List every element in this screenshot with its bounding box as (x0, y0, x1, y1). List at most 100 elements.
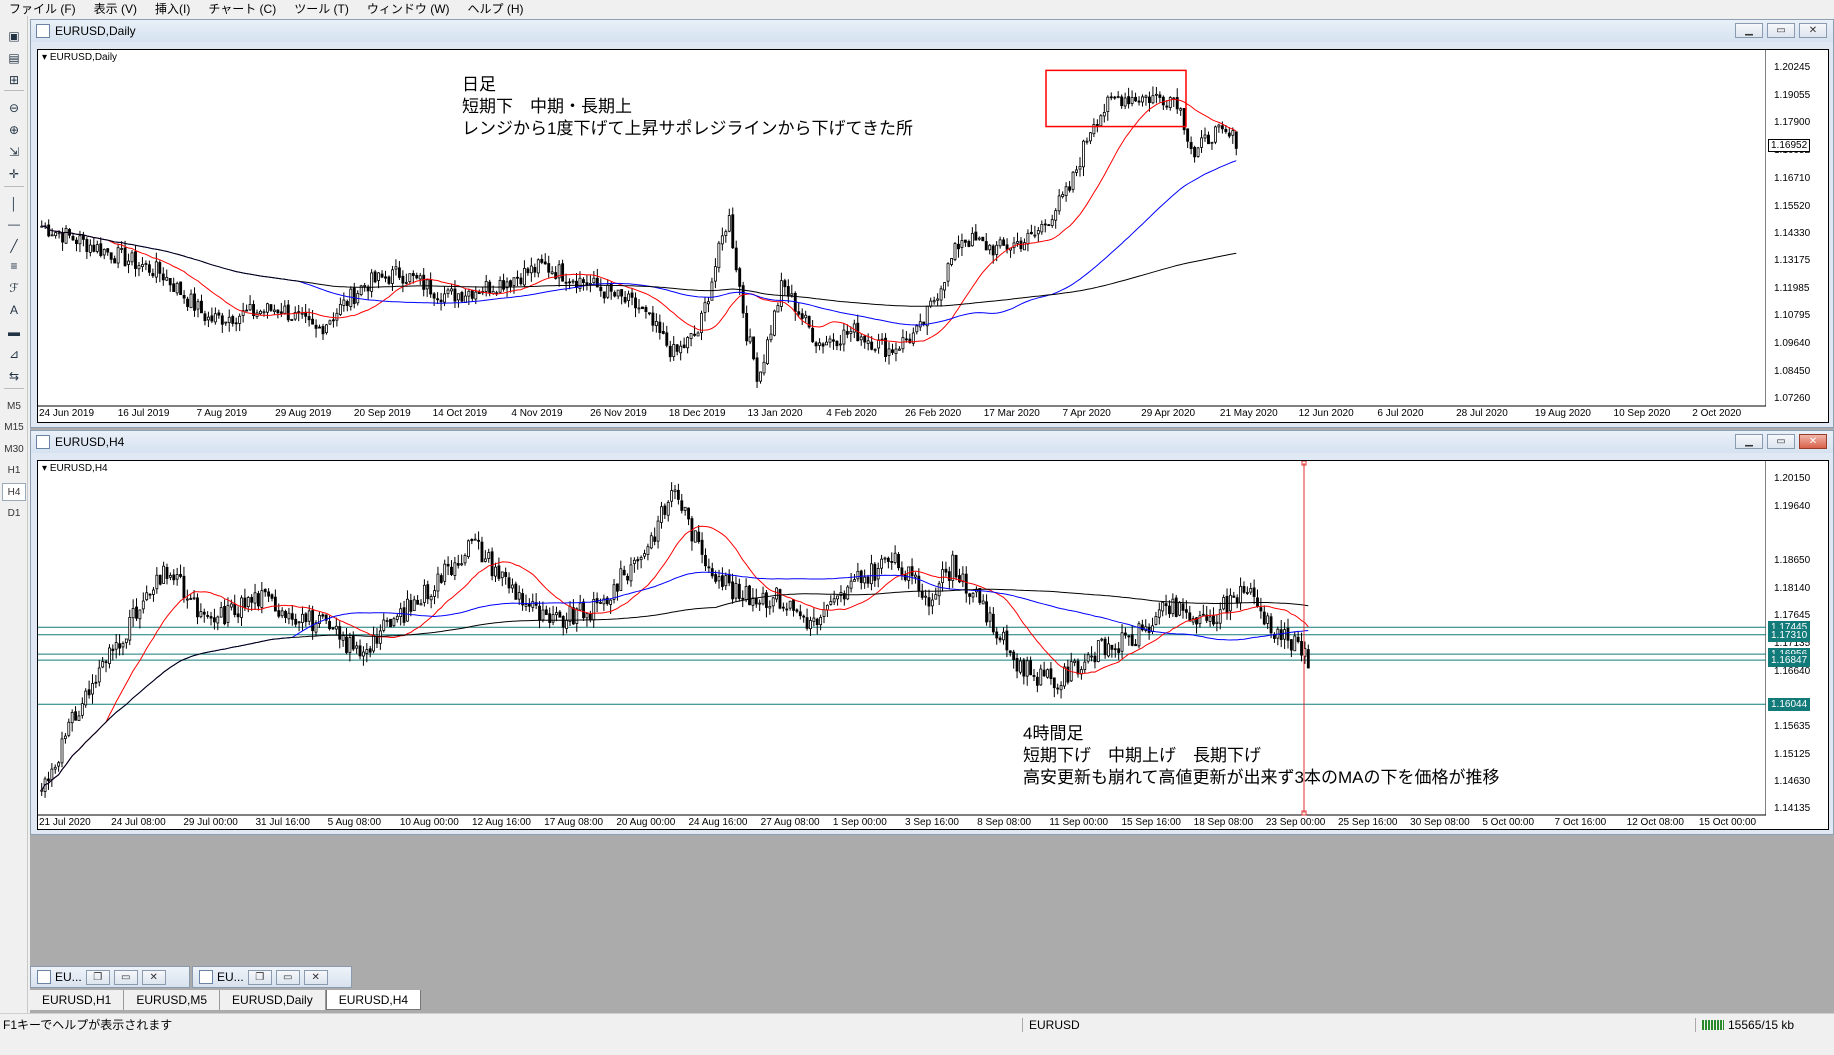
trendline-icon[interactable]: ╱ (10, 239, 18, 253)
candlestick (963, 239, 967, 247)
close-button[interactable]: ✕ (303, 969, 328, 985)
ma-short-line (41, 98, 1237, 343)
h4-price-axis[interactable]: 1.20150 1.19640 1.18650 1.18140 1.17645 1.171… (1766, 461, 1826, 829)
candlestick (338, 297, 342, 316)
candlestick (137, 262, 141, 277)
candlestick (793, 291, 797, 321)
maximize-button[interactable]: ▭ (275, 969, 300, 985)
candlestick (279, 302, 283, 318)
dropdown-triangle-icon: ▾ (42, 463, 50, 474)
h4-time-axis[interactable]: 21 Jul 2020 24 Jul 08:00 29 Jul 00:00 31 Ju… (38, 815, 1828, 829)
menu-item[interactable]: ヘルプ (H) (467, 1, 524, 16)
data-window-icon[interactable]: ▤ (8, 51, 20, 65)
zoom-in-icon[interactable]: ⊕ (8, 123, 20, 137)
candlestick (602, 594, 606, 612)
chart-tab[interactable]: EURUSD,Daily (220, 990, 326, 1010)
menu-item[interactable]: 挿入(I) (155, 1, 191, 16)
maximize-button[interactable]: ▭ (1767, 434, 1795, 449)
candlestick (533, 263, 537, 278)
menu-item[interactable]: 表示 (V) (93, 1, 138, 16)
text-icon[interactable]: A (9, 303, 18, 317)
candlestick (641, 306, 644, 310)
candlestick (550, 266, 554, 275)
crosshair-icon[interactable]: ✛ (8, 167, 20, 181)
menu-item[interactable]: ウィンドウ (W) (366, 1, 450, 16)
h4-window-titlebar[interactable]: EURUSD,H4 (31, 431, 1833, 453)
candlestick (974, 224, 978, 241)
candlestick (304, 612, 308, 627)
close-button[interactable]: ✕ (1799, 23, 1827, 38)
time-tick-label: 27 Aug 08:00 (760, 817, 820, 828)
minimize-button[interactable]: ▁ (1735, 434, 1763, 449)
horizontal-line-icon[interactable]: — (8, 217, 20, 231)
channel-icon[interactable]: ≡ (10, 259, 18, 273)
fibonacci-icon[interactable]: ℱ (9, 281, 19, 295)
timeframe-d1-button[interactable]: D1 (7, 508, 21, 519)
arrows-icon[interactable]: ⇆ (8, 369, 20, 383)
candlestick (172, 277, 176, 292)
menu-item[interactable]: ツール (T) (294, 1, 349, 16)
time-tick-label: 8 Sep 08:00 (977, 817, 1032, 828)
candlestick (536, 258, 540, 278)
h4-chart-area[interactable]: ▾ EURUSD,H4 4時間足 短期下げ 中期上げ 長期下げ 高安更新も崩れて… (37, 460, 1829, 830)
candlestick (248, 295, 252, 311)
timeframe-h1-button[interactable]: H1 (7, 465, 21, 476)
candlestick (260, 582, 264, 614)
candlestick (238, 313, 242, 332)
timeframe-m15-button[interactable]: M15 (4, 422, 24, 433)
candlestick (234, 317, 238, 332)
rectangle-icon[interactable]: ▬ (8, 325, 20, 339)
candlestick (703, 297, 707, 322)
candlestick (1174, 594, 1178, 618)
menu-item[interactable]: ファイル (F) (9, 1, 76, 16)
minimized-window-title: EU... (55, 970, 82, 984)
timeframe-h4-button[interactable]: H4 (2, 483, 26, 501)
candlestick (102, 248, 106, 260)
maximize-button[interactable]: ▭ (113, 969, 138, 985)
price-tick-label: 1.16640 (1774, 665, 1811, 677)
chart-tab[interactable]: EURUSD,H4 (325, 990, 422, 1010)
minimized-window[interactable]: EU... ❐ ▭ ✕ (192, 966, 352, 988)
candlestick (998, 635, 1002, 643)
daily-chart-window[interactable]: EURUSD,Daily ▁ ▭ ✕ ▾ EURUSD,Daily 日足 短期下… (30, 19, 1834, 428)
candlestick (836, 595, 839, 606)
candlestick (487, 548, 491, 563)
toolbar-separator (4, 186, 24, 187)
daily-time-axis[interactable]: 24 Jun 2019 16 Jul 2019 7 Aug 2019 29 Aug 2… (38, 406, 1828, 422)
autoscroll-icon[interactable]: ⇲ (8, 145, 20, 159)
candlestick (512, 277, 516, 294)
candlestick (411, 270, 415, 284)
timeframe-m5-button[interactable]: M5 (7, 400, 21, 412)
chart-tab[interactable]: EURUSD,H1 (30, 990, 125, 1010)
chart-tab[interactable]: EURUSD,M5 (124, 990, 221, 1010)
candlestick (1168, 96, 1172, 111)
candlestick (1130, 625, 1134, 647)
daily-price-axis[interactable]: 1.20245 1.19055 1.17900 1.16952 1.16710 1.155… (1766, 50, 1826, 422)
time-tick-label: 20 Aug 00:00 (616, 817, 676, 828)
candlestick (397, 261, 401, 281)
daily-chart-area[interactable]: ▾ EURUSD,Daily 日足 短期下 中期・長期上 レンジから1度下げて上… (37, 49, 1829, 423)
menu-item[interactable]: チャート (C) (208, 1, 277, 16)
daily-window-titlebar[interactable]: EURUSD,Daily (31, 20, 1833, 42)
candlestick (43, 776, 47, 798)
vertical-line-icon[interactable]: │ (10, 197, 18, 211)
candlestick (654, 313, 658, 333)
candlestick (967, 239, 971, 248)
close-button[interactable]: ✕ (1799, 434, 1827, 449)
minimize-button[interactable]: ▁ (1735, 23, 1763, 38)
restore-button[interactable]: ❐ (247, 969, 272, 985)
gann-icon[interactable]: ⊿ (8, 347, 20, 361)
zoom-out-icon[interactable]: ⊖ (8, 101, 20, 115)
candlestick (1054, 208, 1058, 229)
minimized-window[interactable]: EU... ❐ ▭ ✕ (30, 966, 190, 988)
restore-button[interactable]: ❐ (85, 969, 110, 985)
candlestick (450, 284, 453, 295)
maximize-button[interactable]: ▭ (1767, 23, 1795, 38)
new-chart-icon[interactable]: ⊞ (8, 73, 20, 87)
candlestick (564, 273, 568, 291)
close-button[interactable]: ✕ (141, 969, 166, 985)
market-watch-icon[interactable]: ▣ (8, 29, 20, 43)
timeframe-m30-button[interactable]: M30 (4, 443, 24, 455)
candlestick (790, 284, 794, 298)
h4-chart-window[interactable]: EURUSD,H4 ▁ ▭ ✕ ▾ EURUSD,H4 4時間足 短期下げ 中期… (30, 430, 1834, 835)
